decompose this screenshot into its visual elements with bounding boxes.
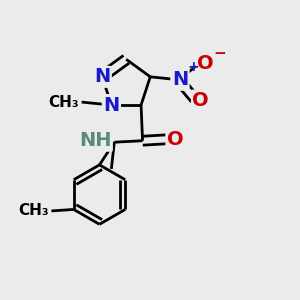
Text: N: N: [94, 67, 110, 86]
Text: CH₃: CH₃: [48, 94, 79, 110]
Text: O: O: [197, 54, 214, 73]
Text: CH₃: CH₃: [18, 203, 49, 218]
Text: O: O: [167, 130, 184, 149]
Text: −: −: [213, 46, 226, 62]
Text: N: N: [172, 70, 188, 89]
Text: +: +: [188, 60, 199, 74]
Text: N: N: [103, 96, 119, 115]
Text: NH: NH: [79, 131, 111, 150]
Text: O: O: [193, 91, 209, 110]
